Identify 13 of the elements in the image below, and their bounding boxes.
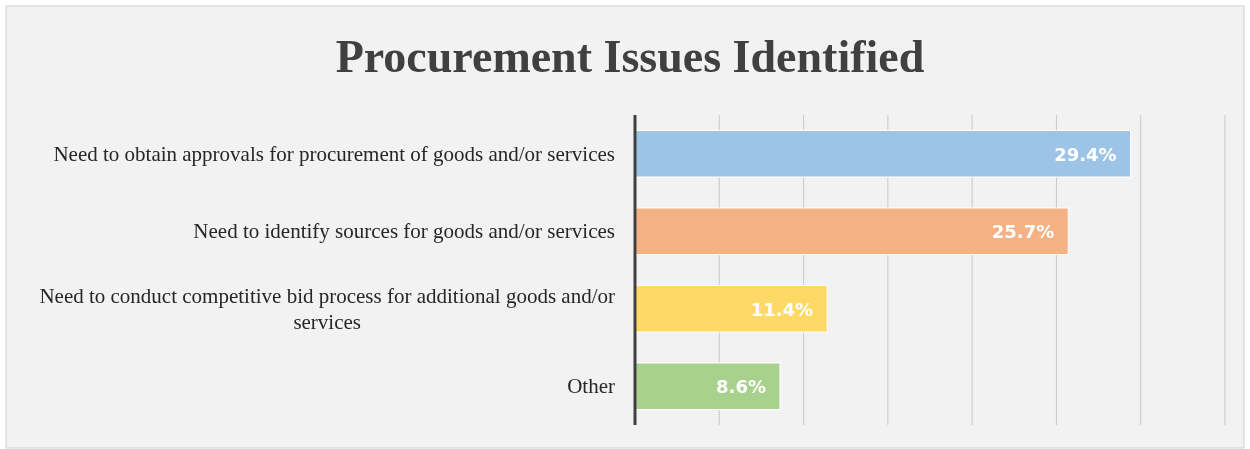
data-label: 11.4% — [750, 298, 814, 320]
data-label: 25.7% — [991, 221, 1055, 243]
bar — [634, 130, 1132, 178]
y-tick-label: Need to obtain approvals for procurement of goods and/or services — [53, 141, 615, 166]
data-label: 29.4% — [1054, 143, 1117, 165]
bar — [634, 207, 1069, 255]
y-tick-label: Need to conduct competitive bid process for additional goods and/or services — [39, 283, 615, 334]
data-label: 8.6% — [716, 376, 766, 398]
y-tick-label: Need to identify sources for goods and/or services — [193, 219, 615, 244]
y-tick-label: Other — [567, 374, 615, 399]
chart-title: Procurement Issues Identified — [335, 31, 925, 82]
bar — [634, 285, 828, 333]
bar — [634, 362, 781, 410]
